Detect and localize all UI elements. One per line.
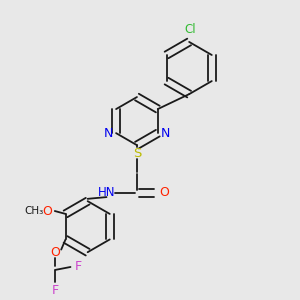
- Text: F: F: [75, 260, 82, 274]
- Text: F: F: [52, 284, 59, 297]
- Text: N: N: [161, 127, 171, 140]
- Text: Cl: Cl: [185, 23, 197, 36]
- Text: O: O: [50, 246, 60, 259]
- Text: HN: HN: [98, 186, 115, 199]
- Text: N: N: [103, 127, 113, 140]
- Text: S: S: [133, 146, 141, 160]
- Text: O: O: [160, 186, 170, 199]
- Text: O: O: [42, 205, 52, 218]
- Text: CH₃: CH₃: [24, 206, 43, 216]
